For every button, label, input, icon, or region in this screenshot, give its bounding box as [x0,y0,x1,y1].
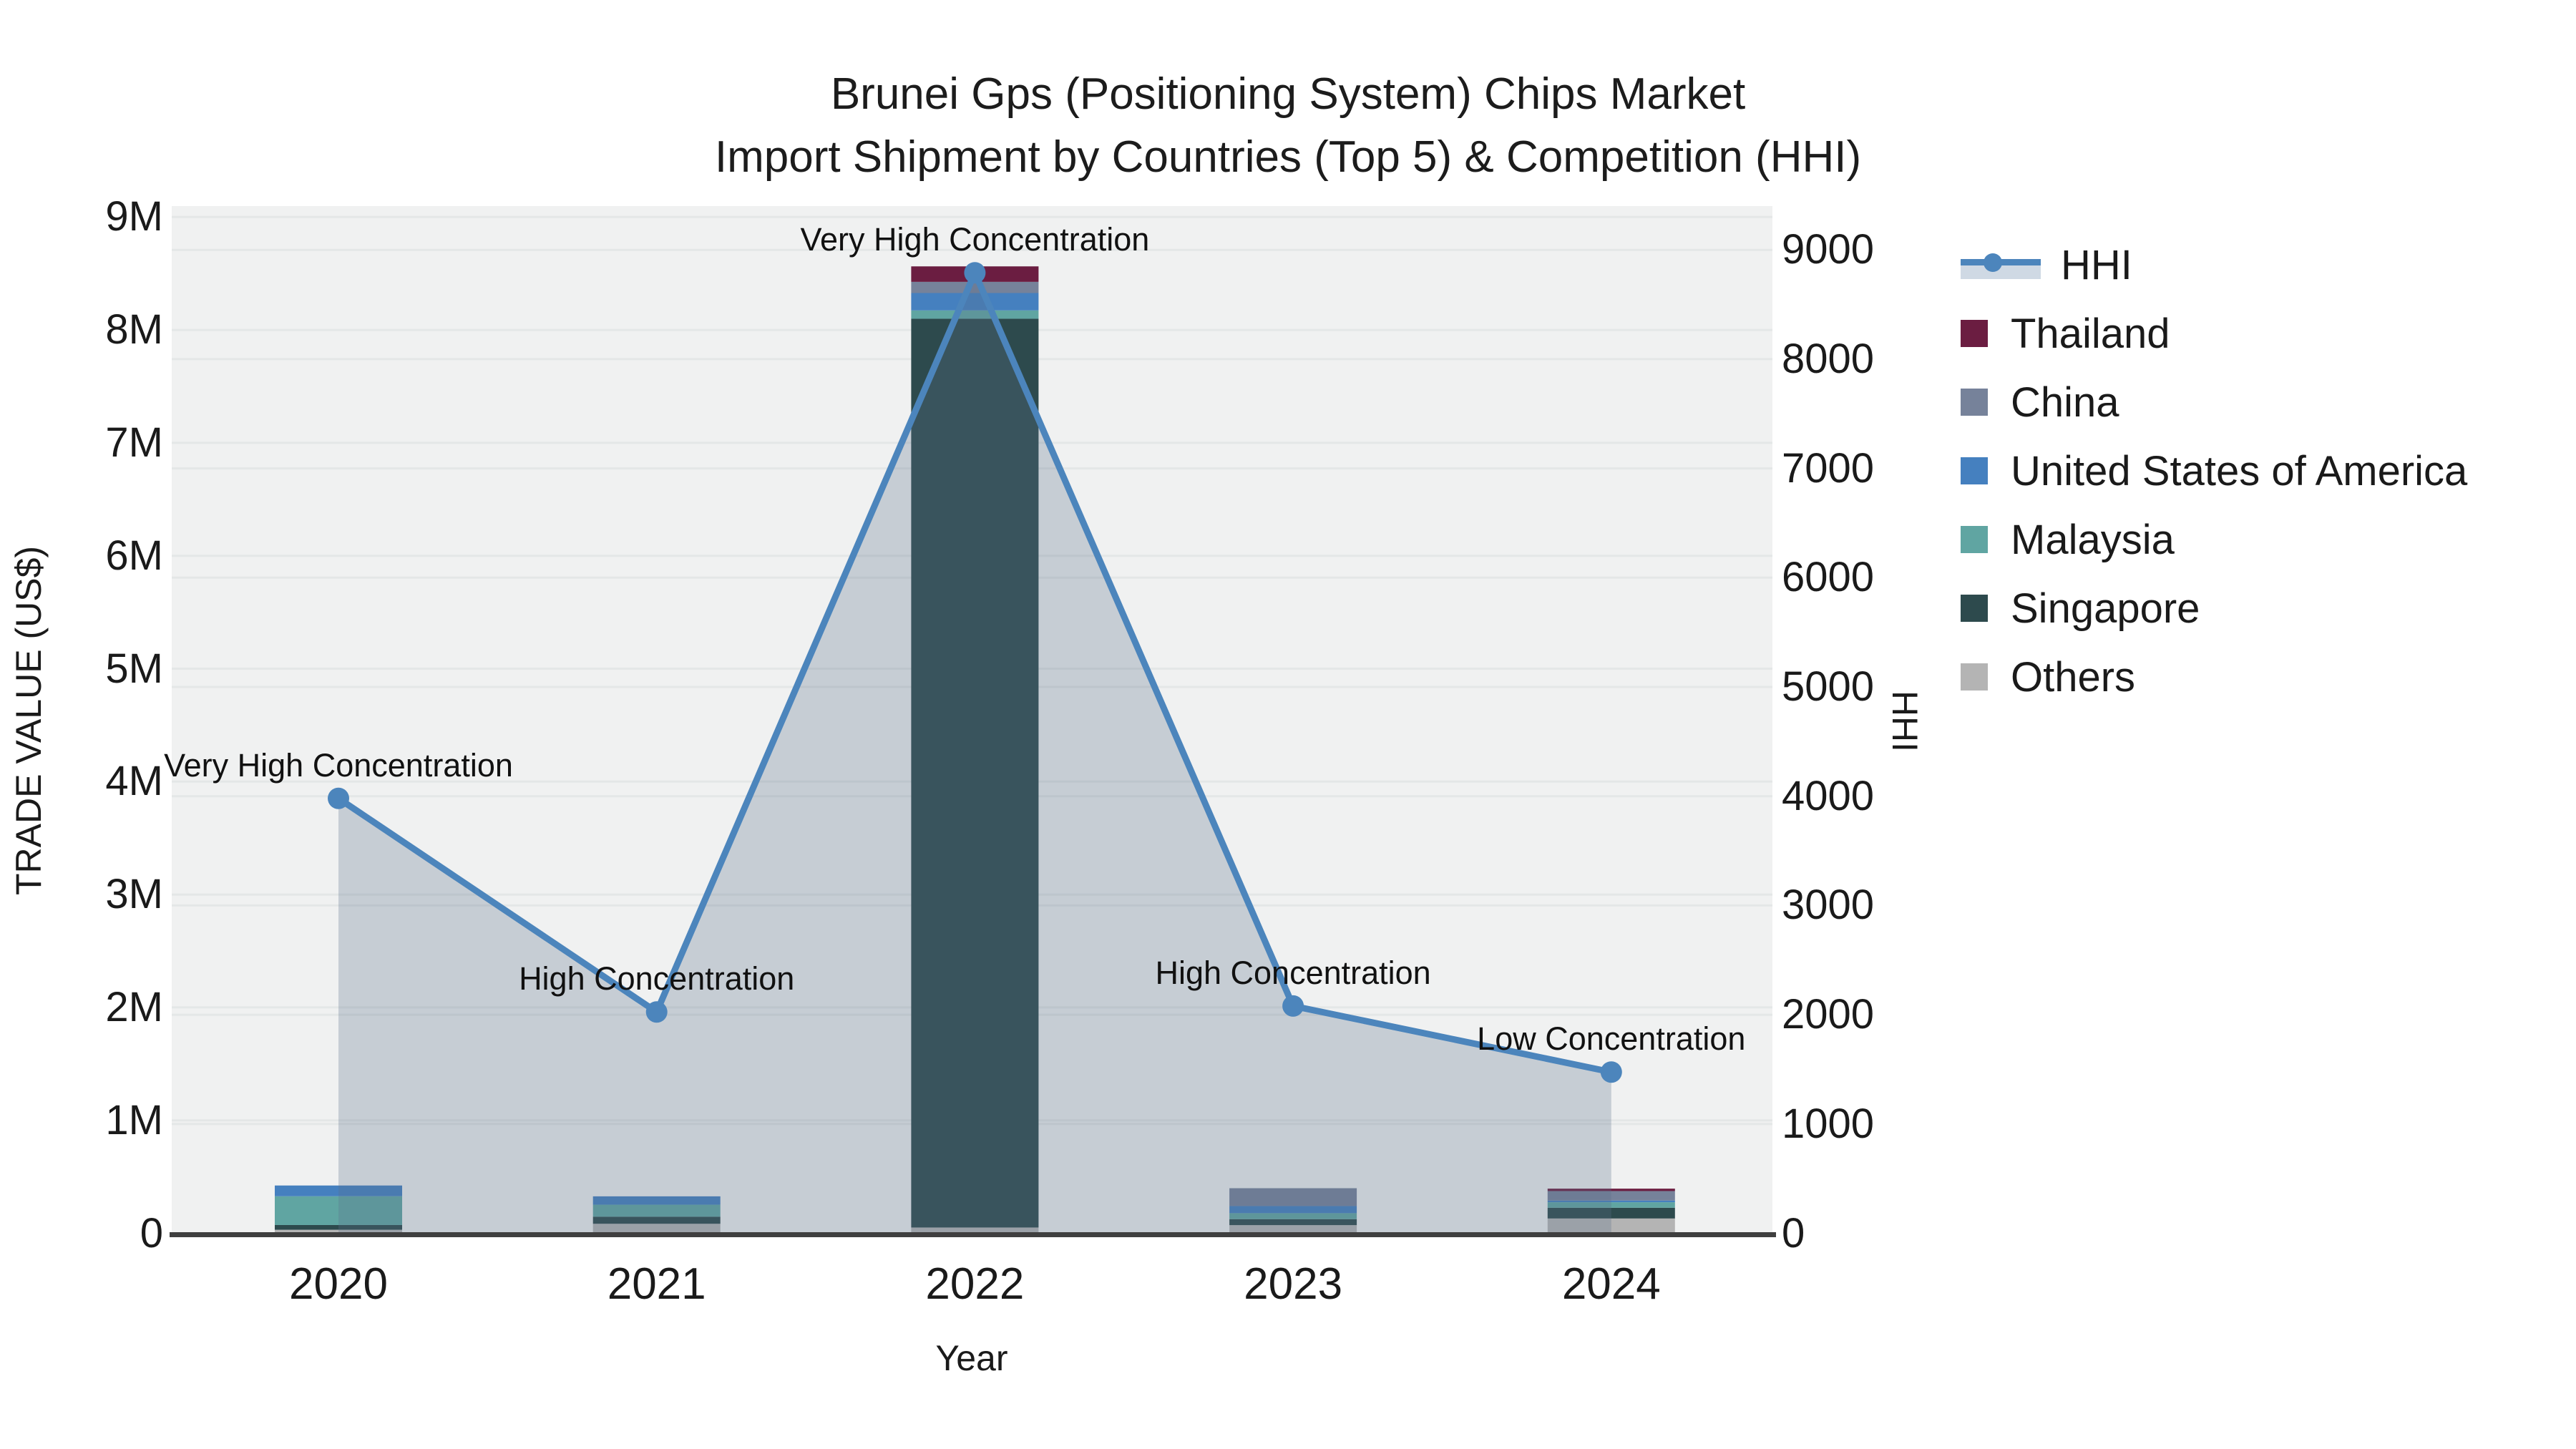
y-left-tick-7M: 7M [105,419,163,466]
bar-segment-united-states-of-america-2020[interactable] [275,1185,402,1196]
bar-segment-united-states-of-america-2022[interactable] [911,293,1039,311]
y-right-tick-6000: 6000 [1782,554,1875,601]
bar-segment-singapore-2022[interactable] [911,318,1039,1228]
bar-segment-singapore-2023[interactable] [1229,1219,1357,1226]
bar-segment-thailand-2024[interactable] [1547,1189,1675,1191]
hhi-point-2020[interactable] [328,787,349,809]
legend-item-china[interactable]: China [1961,368,2467,436]
bar-segment-china-2023[interactable] [1229,1188,1357,1206]
y-right-tick-7000: 7000 [1782,444,1875,492]
y-right-tick-4000: 4000 [1782,772,1875,819]
bar-segment-malaysia-2023[interactable] [1229,1213,1357,1219]
x-tick-2020: 2020 [289,1259,388,1309]
y-right-tick-0: 0 [1782,1209,1805,1257]
x-tick-2021: 2021 [607,1259,706,1309]
y-right-tick-8000: 8000 [1782,335,1875,382]
legend-label: Malaysia [2011,516,2175,563]
plot-area [172,206,1772,1234]
legend-item-others[interactable]: Others [1961,643,2467,711]
x-tick-2024: 2024 [1561,1259,1661,1309]
chart-title-line2: Import Shipment by Countries (Top 5) & C… [714,132,1862,182]
legend-label: Thailand [2011,310,2170,357]
bar-segment-singapore-2021[interactable] [592,1216,721,1224]
legend-swatch-china [1961,389,1988,416]
y-right-tick-9000: 9000 [1782,226,1875,273]
hhi-point-2021[interactable] [645,1001,668,1023]
y-left-tick-5M: 5M [105,645,163,692]
legend-label: Singapore [2011,585,2200,632]
annotation-2020: Very High Concentration [164,746,513,784]
y-axis-right-title: HHI [1885,690,1925,753]
bar-segment-others-2024[interactable] [1547,1218,1675,1234]
hhi-point-2022[interactable] [964,262,986,284]
legend-item-singapore[interactable]: Singapore [1961,574,2467,643]
annotation-2021: High Concentration [519,960,795,997]
hhi-area [338,273,1611,1234]
annotation-2022: Very High Concentration [800,221,1150,258]
y-right-tick-2000: 2000 [1782,991,1875,1038]
plot-svg [172,215,1772,1234]
legend-swatch-united-states-of-america [1961,457,1988,484]
legend-label: China [2011,379,2119,426]
bar-segment-malaysia-2021[interactable] [592,1204,721,1217]
legend-hhi-marker-icon [1984,253,2002,272]
chart-title-line1: Brunei Gps (Positioning System) Chips Ma… [830,69,1746,119]
annotation-2024: Low Concentration [1477,1020,1746,1058]
y-left-tick-2M: 2M [105,983,163,1030]
y-right-tick-3000: 3000 [1782,882,1875,929]
y-left-tick-0: 0 [140,1209,163,1257]
y-left-tick-1M: 1M [105,1096,163,1143]
legend-item-united-states-of-america[interactable]: United States of America [1961,436,2467,505]
legend-item-thailand[interactable]: Thailand [1961,299,2467,368]
legend-label: HHI [2061,241,2132,288]
bar-segment-china-2024[interactable] [1547,1191,1675,1201]
legend-swatch-singapore [1961,595,1988,622]
y-right-tick-5000: 5000 [1782,663,1875,710]
y-right-tick-1000: 1000 [1782,1100,1875,1147]
y-left-tick-3M: 3M [105,871,163,918]
legend-label: United States of America [2011,447,2468,494]
x-axis-line [170,1232,1776,1237]
bar-segment-china-2022[interactable] [911,281,1039,293]
bar-segment-others-2021[interactable] [592,1224,721,1234]
bar-segment-malaysia-2024[interactable] [1547,1202,1675,1208]
bar-segment-united-states-of-america-2023[interactable] [1229,1206,1357,1214]
legend-swatch-malaysia [1961,526,1988,553]
annotation-2023: High Concentration [1155,954,1431,991]
legend-swatch-thailand [1961,320,1988,347]
bar-segment-singapore-2024[interactable] [1547,1207,1675,1219]
y-left-tick-9M: 9M [105,193,163,240]
bar-segment-malaysia-2022[interactable] [911,310,1039,319]
y-left-tick-4M: 4M [105,758,163,805]
y-axis-left-title: TRADE VALUE (US$) [9,545,49,896]
bar-segment-malaysia-2020[interactable] [275,1196,402,1225]
legend-hhi-line-icon [1961,249,2041,280]
bar-segment-others-2020[interactable] [275,1229,402,1234]
y-left-tick-6M: 6M [105,532,163,579]
x-tick-2022: 2022 [925,1259,1025,1309]
hhi-point-2023[interactable] [1282,995,1304,1017]
legend-swatch-others [1961,663,1988,691]
y-left-tick-8M: 8M [105,306,163,353]
x-axis-title: Year [935,1338,1008,1378]
legend-item-malaysia[interactable]: Malaysia [1961,505,2467,574]
bar-segment-others-2022[interactable] [911,1227,1039,1234]
hhi-point-2024[interactable] [1600,1061,1622,1083]
x-tick-2023: 2023 [1244,1259,1343,1309]
bar-segment-singapore-2020[interactable] [275,1224,402,1230]
bar-segment-others-2023[interactable] [1229,1225,1357,1234]
bar-segment-united-states-of-america-2021[interactable] [592,1196,721,1205]
bar-segment-united-states-of-america-2024[interactable] [1547,1200,1675,1203]
legend-label: Others [2011,653,2136,701]
legend: HHI Thailand China United States of America… [1961,230,2467,711]
legend-item-hhi[interactable]: HHI [1961,230,2467,299]
